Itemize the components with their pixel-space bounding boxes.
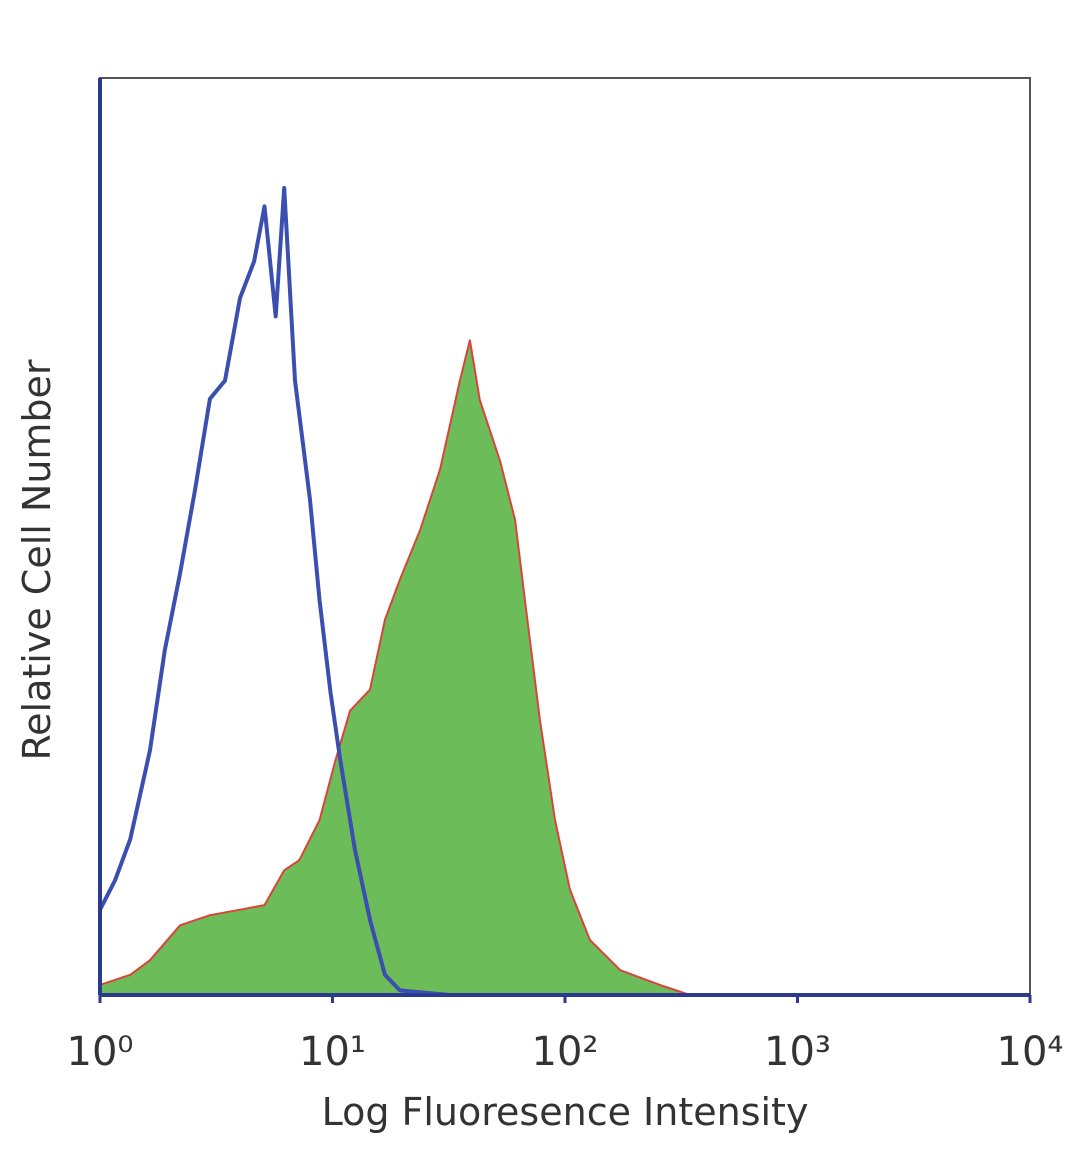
plot-area	[98, 77, 1032, 1003]
y-axis-label: Relative Cell Number	[15, 359, 59, 760]
x-axis-label: Log Fluoresence Intensity	[322, 1090, 809, 1134]
x-tick-label: 10¹	[299, 1029, 366, 1075]
histogram-line	[99, 339, 691, 996]
x-tick-label: 10⁰	[67, 1029, 134, 1075]
histogram-line	[98, 186, 1030, 997]
histogram-area	[100, 340, 690, 995]
x-tick-label: 10³	[764, 1029, 831, 1075]
x-tick-label: 10²	[532, 1029, 599, 1075]
x-tick-label: 10⁴	[997, 1029, 1064, 1075]
plot-frame	[99, 77, 1031, 996]
